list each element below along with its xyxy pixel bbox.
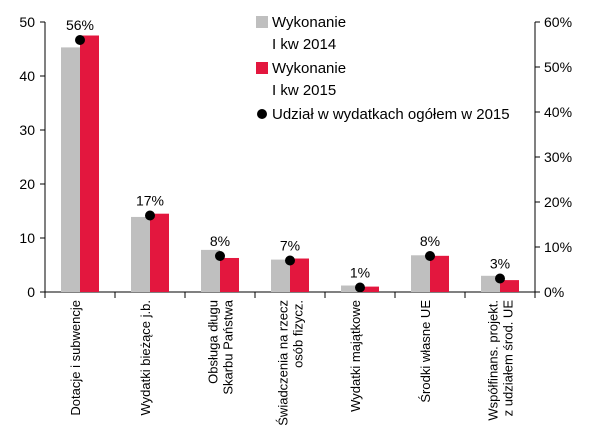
y-tick-label: 0 [27, 284, 35, 300]
legend-label: Wykonanie I kw 2014 [272, 14, 346, 53]
x-tick-label: Wydatki bieżące j.b. [138, 300, 153, 416]
x-tick-label: Świadczenia na rzeczosób fizycz. [276, 300, 306, 425]
y-tick-label: 10 [19, 230, 35, 246]
y-tick-label: 50 [19, 14, 35, 30]
bar [411, 255, 430, 292]
y-tick-label: 40 [19, 68, 35, 84]
bar [201, 249, 220, 292]
y2-tick-label: 30% [544, 149, 572, 165]
x-tick-label: Wydatki majątkowe [348, 300, 363, 412]
y2-tick-label: 60% [544, 14, 572, 30]
y2-tick-label: 0% [544, 284, 564, 300]
legend-marker [257, 109, 267, 119]
y-tick-label: 20 [19, 176, 35, 192]
dot [495, 273, 505, 284]
legend-marker [256, 62, 268, 74]
y2-tick-label: 20% [544, 194, 572, 210]
bar [360, 286, 379, 292]
y2-tick-label: 40% [544, 104, 572, 120]
y-tick-label: 30 [19, 122, 35, 138]
dot [425, 251, 435, 261]
dot [75, 35, 85, 45]
x-tick-label: Środki własne UE [418, 300, 433, 403]
y2-tick-label: 10% [544, 239, 572, 255]
legend-label: Wykonanie I kw 2015 [272, 60, 346, 99]
bar [80, 35, 99, 292]
data-label: 7% [280, 238, 300, 254]
dot [355, 282, 365, 293]
data-label: 3% [490, 256, 510, 272]
data-label: 8% [420, 233, 440, 249]
legend-label: Udział w wydatkach ogółem w 2015 [272, 106, 510, 123]
x-tick-label: Współfinans. projekt.z udziałem środ. UE [486, 300, 516, 421]
data-label: 8% [210, 233, 230, 249]
bar [290, 258, 309, 292]
y2-tick-label: 50% [544, 59, 572, 75]
legend-marker [256, 16, 268, 28]
bar [500, 280, 519, 292]
dot [215, 251, 225, 261]
bar [220, 257, 239, 292]
data-label: 56% [66, 17, 94, 33]
bar [271, 259, 290, 292]
bar [61, 47, 80, 292]
dot [145, 210, 155, 221]
data-label: 1% [350, 265, 370, 281]
x-tick-label: Obsługa długuSkarbu Państwa [206, 299, 236, 394]
x-tick-label: Dotacje i subwencje [68, 300, 83, 416]
bar [341, 285, 360, 292]
dot [285, 255, 295, 266]
bar [150, 213, 169, 292]
bar [131, 216, 150, 292]
bar [430, 255, 449, 292]
data-label: 17% [136, 193, 164, 209]
